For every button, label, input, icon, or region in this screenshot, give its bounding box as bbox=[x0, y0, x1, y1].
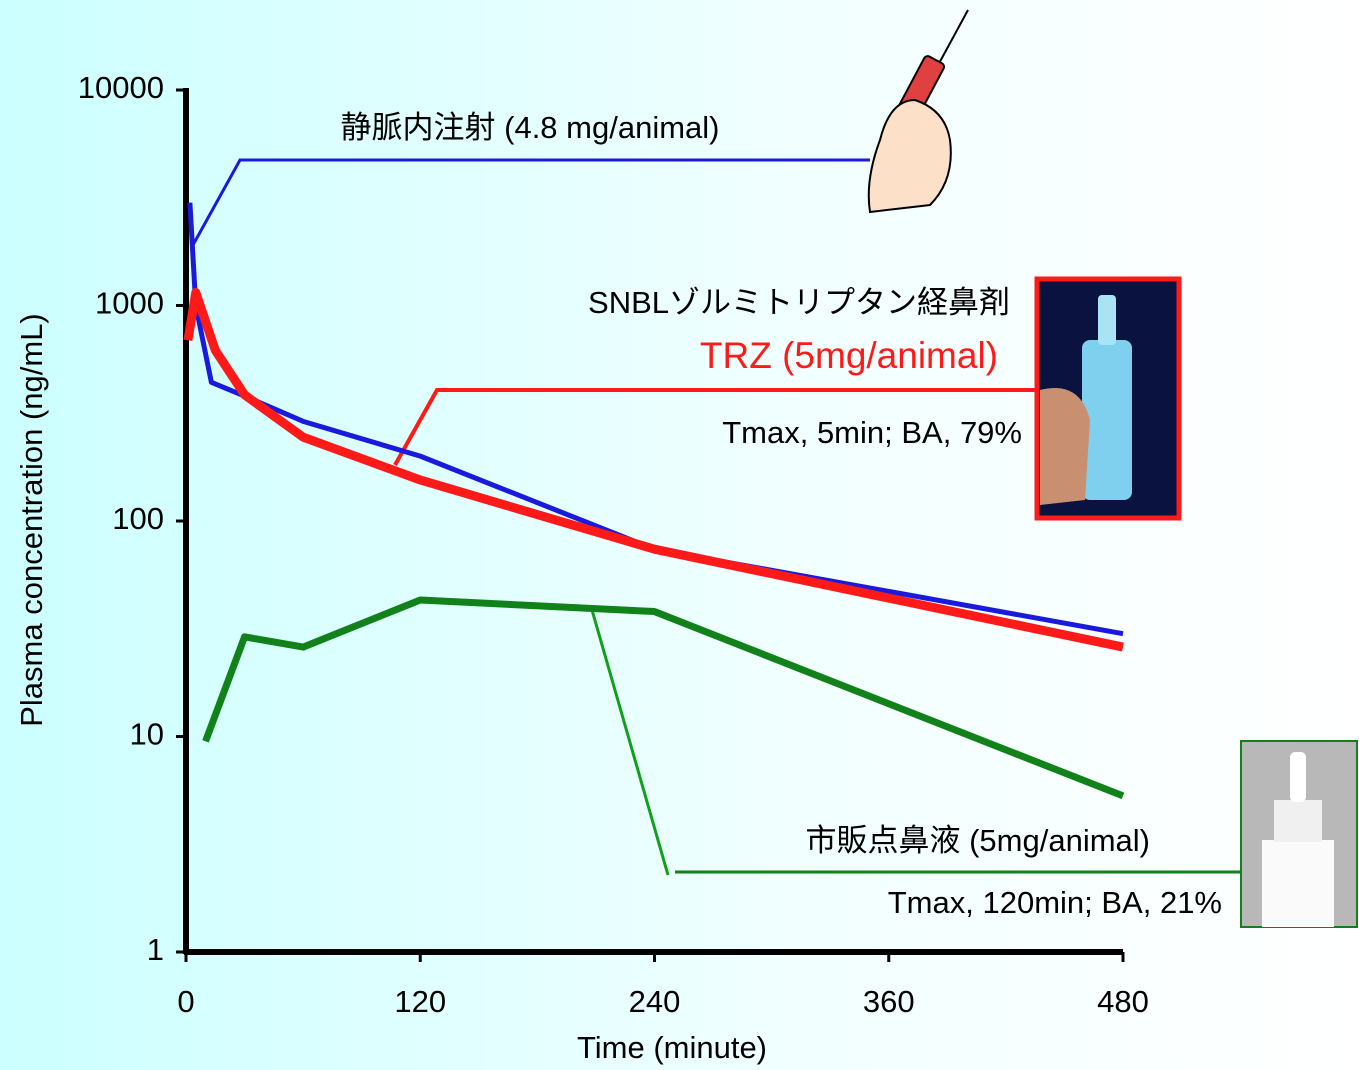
x-tick-label: 120 bbox=[394, 984, 446, 1019]
y-tick-label: 10 bbox=[130, 717, 164, 752]
series-label: 静脈内注射 (4.8 mg/animal) bbox=[341, 110, 720, 145]
chart: 静脈内注射 (4.8 mg/animal) SNBLゾルミトリプタン経鼻剤 TR… bbox=[0, 0, 1359, 1070]
y-tick-label: 100 bbox=[112, 501, 164, 536]
y-tick-label: 1 bbox=[147, 932, 164, 967]
spray-photo bbox=[1241, 741, 1357, 927]
annotation: Tmax, 5min; BA, 79% bbox=[722, 415, 1022, 450]
device-photo bbox=[1037, 279, 1179, 518]
series-label: TRZ (5mg/animal) bbox=[700, 335, 998, 376]
x-tick-label: 240 bbox=[629, 984, 681, 1019]
x-tick-label: 360 bbox=[863, 984, 915, 1019]
x-axis-label: Time (minute) bbox=[577, 1030, 767, 1065]
series-label: 市販点鼻液 (5mg/animal) bbox=[806, 823, 1151, 858]
x-tick-label: 480 bbox=[1097, 984, 1149, 1019]
x-tick-label: 0 bbox=[177, 984, 194, 1019]
annotation: SNBLゾルミトリプタン経鼻剤 bbox=[588, 285, 1010, 320]
annotation: Tmax, 120min; BA, 21% bbox=[888, 885, 1222, 920]
y-tick-label: 10000 bbox=[78, 70, 164, 105]
y-tick-label: 1000 bbox=[95, 286, 164, 321]
y-axis-label: Plasma concentration (ng/mL) bbox=[14, 313, 49, 727]
